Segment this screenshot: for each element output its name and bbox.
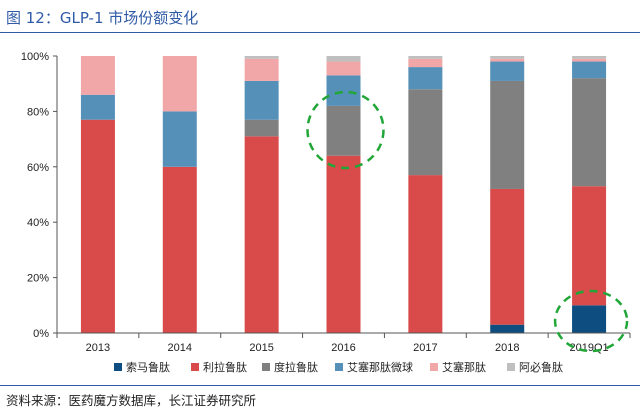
x-tick-label: 2017: [413, 342, 437, 354]
legend-label: 利拉鲁肽: [203, 360, 247, 374]
legend-swatch: [262, 363, 270, 371]
bar-segment: [572, 58, 607, 62]
bar-segment: [80, 94, 115, 120]
bar-segment: [408, 58, 443, 68]
highlight-circle: [553, 289, 629, 353]
bar-segment: [490, 324, 525, 333]
bar-segment: [244, 136, 279, 333]
annotations: [306, 90, 629, 353]
bar-segment: [162, 166, 197, 333]
bar-segment: [490, 58, 525, 62]
bar-segment: [490, 188, 525, 325]
bar-segment: [244, 119, 279, 137]
bar-segment: [490, 61, 525, 81]
bar-segment: [326, 75, 361, 106]
data-source-note: 资料来源：医药魔方数据库，长江证券研究所: [6, 393, 257, 408]
bar-segment: [572, 78, 607, 187]
bar-segment: [244, 58, 279, 81]
x-tick-label: 2014: [168, 342, 192, 354]
bar-segment: [162, 56, 197, 112]
stacked-bar-chart: 0%20%40%60%80%100% 2013 2014 2015 2016 2017 2…: [21, 51, 631, 374]
bar-segment: [162, 111, 197, 167]
legend-label: 索马鲁肽: [126, 360, 170, 374]
x-tick-label: 2015: [249, 342, 273, 354]
legend-swatch: [114, 363, 122, 371]
bar-segment: [408, 56, 443, 59]
highlight-circle: [306, 90, 385, 170]
title-underline: [0, 32, 640, 33]
bar-segment: [572, 186, 607, 306]
legend-swatch: [335, 363, 343, 371]
bar-segment: [80, 119, 115, 334]
legend-swatch: [430, 363, 438, 371]
chart-legend: 索马鲁肽 利拉鲁肽 度拉鲁肽 艾塞那肽微球 艾塞那肽 阿必鲁肽: [114, 360, 563, 374]
figure-title: 图 12：GLP-1 市场份额变化: [6, 9, 199, 27]
x-tick-label: 2013: [86, 342, 110, 354]
bar-segment: [326, 155, 361, 333]
x-tick-label: 2019Q1: [569, 342, 608, 354]
x-tick-label: 2016: [331, 342, 355, 354]
y-tick-label: 60%: [27, 162, 49, 174]
y-tick-label: 40%: [27, 217, 49, 229]
bar-series: [80, 56, 607, 334]
y-tick-label: 100%: [21, 51, 49, 63]
bar-segment: [244, 56, 279, 59]
bar-segment: [408, 175, 443, 333]
x-tick-label: 2018: [495, 342, 519, 354]
bar-segment: [572, 56, 607, 59]
bar-segment: [572, 61, 607, 79]
footer-rule: [0, 385, 640, 386]
legend-label: 度拉鲁肽: [274, 360, 318, 374]
bar-segment: [572, 305, 607, 333]
bar-segment: [408, 89, 443, 176]
bar-segment: [490, 56, 525, 59]
bar-segment: [490, 80, 525, 189]
bar-segment: [326, 56, 361, 62]
bar-segment: [80, 56, 115, 95]
legend-label: 艾塞那肽: [442, 360, 486, 374]
bar-segment: [326, 61, 361, 76]
y-axis: 0% 20% 40% 60% 80% 100%: [21, 51, 58, 340]
y-tick-label: 0%: [33, 328, 49, 340]
legend-label: 阿必鲁肽: [519, 360, 563, 374]
legend-label: 艾塞那肽微球: [347, 360, 413, 374]
legend-swatch: [191, 363, 199, 371]
legend-swatch: [507, 363, 515, 371]
bar-segment: [408, 67, 443, 90]
y-tick-label: 20%: [27, 273, 49, 285]
y-tick-label: 80%: [27, 106, 49, 118]
bar-segment: [326, 105, 361, 156]
x-axis: 2013 2014 2015 2016 2017 2018 2019Q1: [56, 332, 631, 354]
bar-segment: [244, 80, 279, 120]
